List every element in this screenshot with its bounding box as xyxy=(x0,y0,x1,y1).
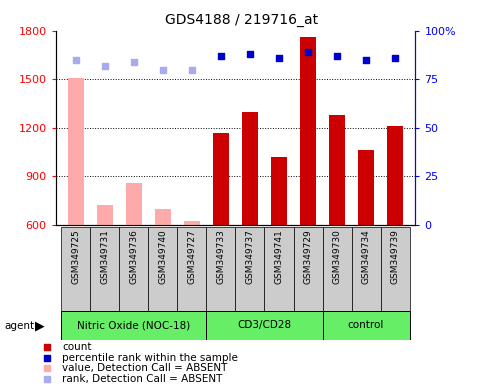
Text: GSM349733: GSM349733 xyxy=(216,229,226,284)
Bar xyxy=(300,37,316,225)
Text: GSM349737: GSM349737 xyxy=(245,229,255,284)
Bar xyxy=(177,227,206,311)
Point xyxy=(130,59,138,65)
Point xyxy=(325,312,332,318)
Bar xyxy=(387,126,403,225)
Text: count: count xyxy=(62,342,91,352)
Text: GSM349734: GSM349734 xyxy=(362,229,370,284)
Point xyxy=(325,216,332,222)
Text: control: control xyxy=(348,320,384,331)
Point xyxy=(362,57,370,63)
Bar xyxy=(265,227,294,311)
Bar xyxy=(323,311,410,340)
Text: rank, Detection Call = ABSENT: rank, Detection Call = ABSENT xyxy=(62,374,222,384)
Bar xyxy=(90,227,119,311)
Bar xyxy=(184,222,200,225)
Point xyxy=(101,63,109,69)
Text: GSM349741: GSM349741 xyxy=(274,229,284,284)
Point xyxy=(246,51,254,57)
Bar xyxy=(206,311,323,340)
Text: GSM349727: GSM349727 xyxy=(187,229,197,284)
Bar xyxy=(126,183,142,225)
Point xyxy=(217,53,225,59)
Text: GSM349736: GSM349736 xyxy=(129,229,139,284)
Point xyxy=(391,55,399,61)
Text: GSM349725: GSM349725 xyxy=(71,229,80,284)
Bar xyxy=(213,132,229,225)
Bar xyxy=(294,227,323,311)
Bar xyxy=(352,227,381,311)
Bar xyxy=(242,111,258,225)
Text: ▶: ▶ xyxy=(35,319,44,332)
Text: percentile rank within the sample: percentile rank within the sample xyxy=(62,353,238,362)
Text: CD3/CD28: CD3/CD28 xyxy=(238,320,292,331)
Text: GSM349740: GSM349740 xyxy=(158,229,168,284)
Bar xyxy=(329,115,345,225)
Text: GSM349739: GSM349739 xyxy=(391,229,399,284)
Point xyxy=(333,53,341,59)
Point xyxy=(325,120,332,126)
Text: GSM349729: GSM349729 xyxy=(303,229,313,284)
Text: GSM349731: GSM349731 xyxy=(100,229,109,284)
Bar xyxy=(97,205,113,225)
Bar xyxy=(155,209,171,225)
Bar xyxy=(381,227,410,311)
Point xyxy=(304,49,312,55)
Bar xyxy=(358,150,374,225)
Text: value, Detection Call = ABSENT: value, Detection Call = ABSENT xyxy=(62,363,227,373)
Text: GDS4188 / 219716_at: GDS4188 / 219716_at xyxy=(165,13,318,27)
Bar xyxy=(61,311,206,340)
Bar xyxy=(236,227,265,311)
Bar xyxy=(68,78,84,225)
Point xyxy=(188,66,196,73)
Bar xyxy=(61,227,90,311)
Bar xyxy=(206,227,236,311)
Bar xyxy=(119,227,148,311)
Point xyxy=(159,66,167,73)
Point xyxy=(72,57,80,63)
Text: Nitric Oxide (NOC-18): Nitric Oxide (NOC-18) xyxy=(77,320,190,331)
Bar xyxy=(323,227,352,311)
Bar xyxy=(271,157,287,225)
Bar xyxy=(148,227,177,311)
Text: agent: agent xyxy=(5,321,35,331)
Point xyxy=(325,24,332,30)
Point xyxy=(275,55,283,61)
Text: GSM349730: GSM349730 xyxy=(332,229,341,284)
